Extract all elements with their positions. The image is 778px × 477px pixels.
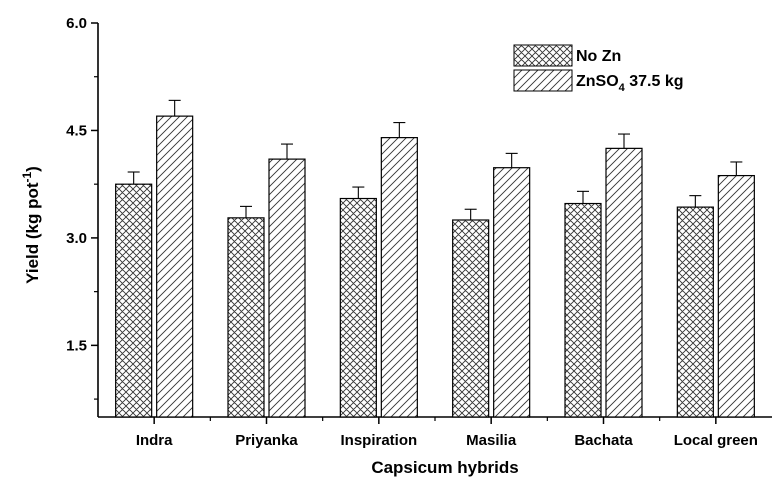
bar: [156, 115, 194, 418]
bar: [380, 137, 418, 418]
legend-label-no-zn: No Zn: [576, 48, 621, 65]
bar: [227, 217, 265, 418]
y-ticks: 1.5 3.0 4.5 6.0: [66, 15, 98, 400]
bar: [452, 219, 490, 418]
y-axis-title-main: Yield (kg pot: [23, 182, 42, 284]
legend-label-znso4-sub: 4: [619, 82, 626, 94]
legend: No Zn ZnSO4 37.5 kg: [513, 44, 684, 94]
x-tick-label: Priyanka: [235, 432, 298, 449]
legend-swatch-znso4: [513, 69, 573, 92]
y-axis-title-close: ): [23, 166, 42, 172]
bar: [115, 183, 153, 418]
x-tick-label: Indra: [136, 432, 173, 449]
x-tick-label: Local green: [674, 432, 758, 449]
x-ticks: Indra Priyanka Inspiration Masilia Bachata Lo…: [136, 417, 758, 449]
y-tick-label: 4.5: [66, 122, 87, 139]
bar: [493, 167, 531, 418]
bar: [339, 197, 377, 418]
legend-label-znso4-rest: 37.5 kg: [625, 73, 684, 90]
y-tick-label: 6.0: [66, 15, 87, 32]
y-axis-title-sup: -1: [20, 171, 34, 182]
y-axis-title: Yield (kg pot-1): [20, 166, 42, 284]
bar: [564, 202, 602, 418]
x-axis-title: Capsicum hybrids: [371, 458, 518, 477]
bars: [115, 99, 755, 418]
x-tick-label: Masilia: [466, 432, 517, 449]
legend-swatch-no-zn: [513, 44, 573, 67]
y-tick-label: 3.0: [66, 230, 87, 247]
bar: [268, 158, 306, 418]
bar: [717, 174, 755, 418]
bar: [676, 206, 714, 418]
x-tick-label: Bachata: [574, 432, 633, 449]
y-tick-label: 1.5: [66, 337, 87, 354]
bar: [605, 147, 643, 418]
x-tick-label: Inspiration: [340, 432, 417, 449]
legend-label-znso4-main: ZnSO: [576, 73, 619, 90]
legend-label-znso4: ZnSO4 37.5 kg: [576, 73, 684, 94]
